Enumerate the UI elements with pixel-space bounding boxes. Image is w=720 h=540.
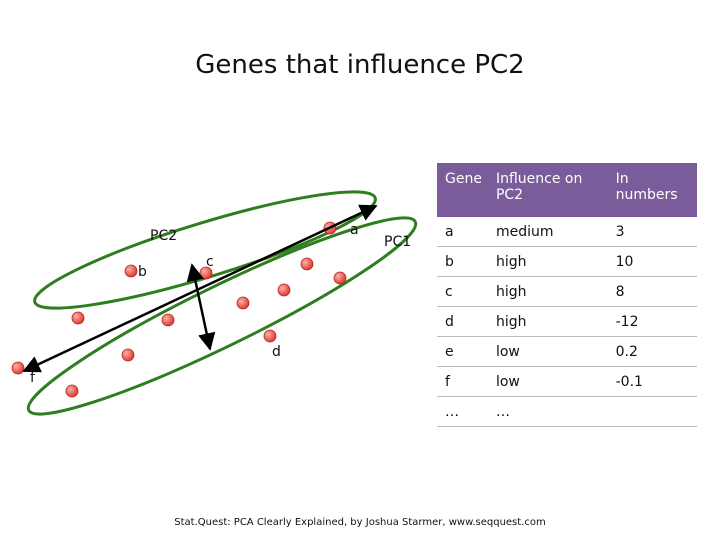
table-cell <box>607 396 697 427</box>
table-row: c high 8 <box>437 276 697 307</box>
table-cell: 10 <box>607 246 697 277</box>
axis-label: PC2 <box>150 228 177 244</box>
point-label: d <box>272 344 281 360</box>
table-row: f low -0.1 <box>437 366 697 397</box>
table-cell: low <box>487 336 608 367</box>
point-label: f <box>30 370 36 386</box>
table-row: …… <box>437 396 697 427</box>
table-cell: d <box>437 306 488 337</box>
table-cell: 8 <box>607 276 697 307</box>
table-cell: 3 <box>607 217 697 247</box>
table-header: Gene Influence on PC2 In numbers <box>437 163 697 217</box>
point-label: a <box>350 222 359 238</box>
table-cell: c <box>437 276 488 307</box>
table-cell: b <box>437 246 488 277</box>
footer: Stat.Quest: PCA Clearly Explained, by Jo… <box>174 517 546 528</box>
table-cell: high <box>487 276 608 307</box>
table-cell: low <box>487 366 608 397</box>
pc2-arrow <box>186 263 216 351</box>
table-row: b high 10 <box>437 246 697 277</box>
table-cell: high <box>487 306 608 337</box>
table-cell: e <box>437 336 488 367</box>
table-body: a medium 3 b high 10 c high 8 d high -12 e low 0.2 f low… <box>437 217 697 427</box>
header-cell: In numbers <box>607 163 697 217</box>
table-row: e low 0.2 <box>437 336 697 367</box>
table-cell: … <box>437 396 488 427</box>
header-cell: Gene <box>437 163 488 217</box>
slide-title: Genes that influence PC2 <box>195 50 525 80</box>
header-cell: Influence on PC2 <box>487 163 608 217</box>
table-cell: -12 <box>607 306 697 337</box>
gene-table: Gene Influence on PC2 In numbers a medium 3 b… <box>437 163 697 427</box>
table-cell: a <box>437 217 488 247</box>
axis-label: PC1 <box>384 234 411 250</box>
cluster-ellipse <box>33 190 377 310</box>
table-row: d high -12 <box>437 306 697 337</box>
table-row: a medium 3 <box>437 217 697 247</box>
table-cell: high <box>487 246 608 277</box>
table-cell: medium <box>487 217 608 247</box>
pc1-arrow <box>22 204 378 373</box>
table-cell: 0.2 <box>607 336 697 367</box>
table-cell: f <box>437 366 488 397</box>
point-label: c <box>206 254 214 270</box>
point-label: b <box>138 264 147 280</box>
table-cell: … <box>487 396 608 427</box>
table-cell: -0.1 <box>607 366 697 397</box>
